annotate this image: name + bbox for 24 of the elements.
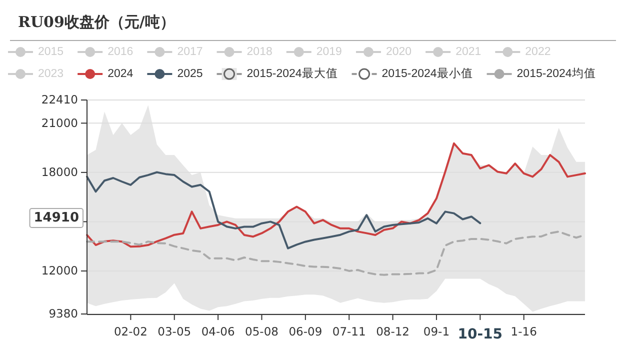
y-tick-label: 22410 [41,92,78,107]
x-tick-label: 06-09 [288,324,322,339]
x-tick-label: 03-05 [158,324,192,339]
chart-title: RU09收盘价（元/吨） [18,13,175,31]
x-tick-label: 1-16 [510,324,537,339]
x-tick-label: 07-11 [332,324,366,339]
y-tick-label: 9380 [48,306,78,321]
text: 14910 [34,210,79,226]
x-tick-label: 10-15 [458,326,503,340]
x-tick-label: 09-1 [423,324,450,339]
y-tick-label: 18000 [41,165,78,180]
legend-label: 2015-2024最小值 [382,67,473,80]
x-tick-label: 04-06 [201,324,235,339]
x-tick-label: 02-02 [114,324,148,339]
line-series [86,142,586,248]
legend-label: 2015-2024最大值 [246,67,338,80]
x-tick-label: 08-12 [376,324,410,339]
legend-label: 2015-2024均值 [516,67,596,80]
y-tick-label: 12000 [41,264,78,278]
x-tick-label: 05-08 [245,324,278,339]
legend-label: 2025 [177,68,203,80]
line-series [86,171,482,250]
y-tick-label: 21000 [41,116,78,130]
legend-label: 2024 [108,68,134,80]
